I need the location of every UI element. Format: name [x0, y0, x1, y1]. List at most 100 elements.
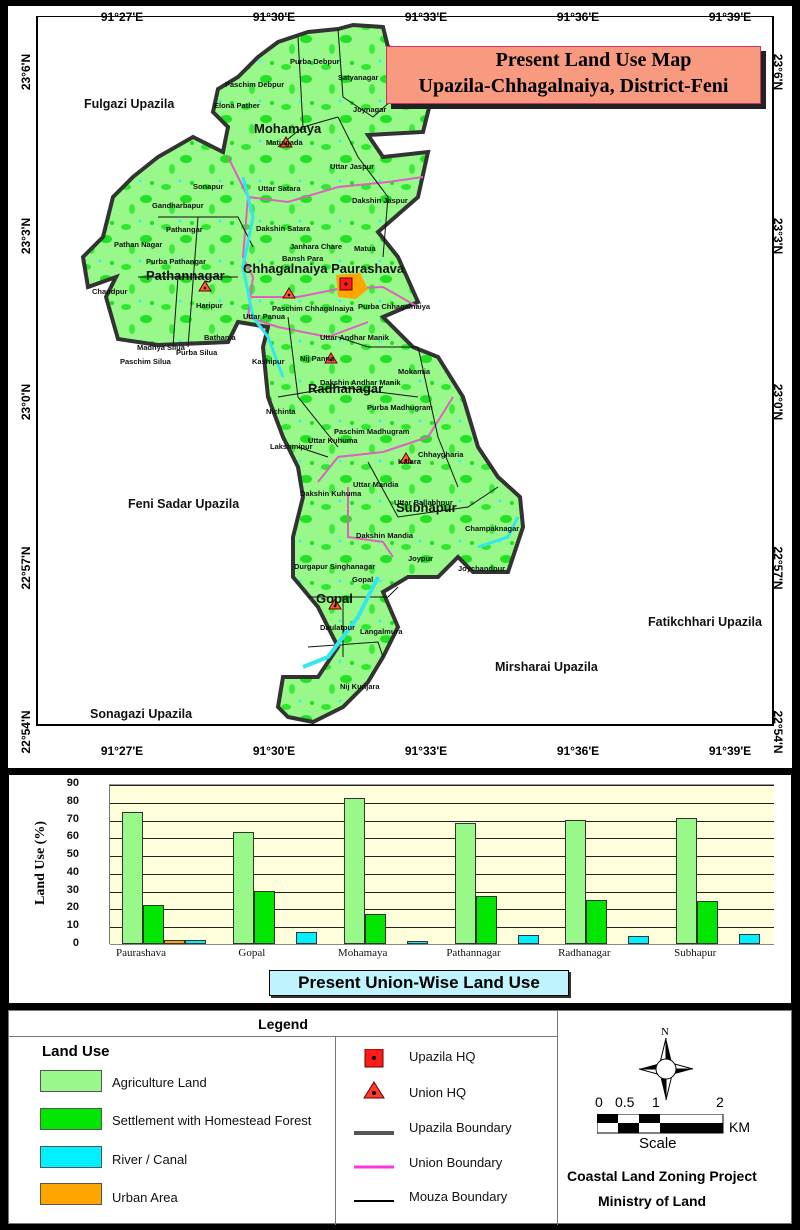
mouza-label: Matiagada	[266, 138, 303, 147]
mouza-label: Uttar Andhar Manik	[320, 333, 389, 342]
chart-title: Present Union-Wise Land Use	[269, 970, 569, 996]
mouza-label: Bansh Para	[282, 254, 324, 263]
lon-label-bottom: 91°30'E	[252, 744, 296, 758]
mouza-label: Joychandpur	[458, 564, 506, 573]
mouza-label: Purba Madhugram	[367, 403, 433, 412]
mouza-label: Joynagar	[353, 105, 387, 114]
lon-label-bottom: 91°27'E	[100, 744, 144, 758]
chart-gridline	[110, 873, 774, 875]
legend-label-settlement: Settlement with Homestead Forest	[112, 1113, 312, 1128]
mouza-label: Purba Chhagalnaiya	[358, 302, 431, 311]
mouza-label: Uttar Jaspur	[330, 162, 375, 171]
credit-ministry: Ministry of Land	[598, 1193, 707, 1209]
union-hq-markers	[198, 136, 413, 610]
mouza-label: Sonapur	[193, 182, 224, 191]
swatch-river	[40, 1146, 102, 1168]
swatch-urban	[40, 1183, 102, 1205]
north-label: N	[661, 1026, 669, 1038]
lon-label-bottom: 91°36'E	[556, 744, 600, 758]
map-panel: Purba Debpur Satyanagar Paschim Debpur E…	[8, 6, 792, 768]
chart-bar	[295, 931, 317, 944]
union-label-paurashava: Chhagalnaiya Paurashava	[243, 261, 405, 276]
mouza-label: Uttar Panua	[243, 312, 286, 321]
union-label-mohamaya: Mohamaya	[254, 121, 322, 136]
mouza-label: Uttar Satara	[258, 184, 301, 193]
map-frame: Purba Debpur Satyanagar Paschim Debpur E…	[36, 16, 774, 726]
lat-label-left: 23°3'N	[19, 217, 33, 255]
union-label-pathannagar: Pathannagar	[146, 268, 225, 283]
chart-y-tick: 80	[66, 794, 79, 807]
lat-label-left: 22°57'N	[19, 546, 33, 590]
neighbour-sonagazi: Sonagazi Upazila	[90, 707, 193, 721]
neighbour-fatikchhari: Fatikchhari Upazila	[648, 615, 762, 629]
chart-bar	[739, 934, 761, 944]
land-use-title: Land Use	[42, 1043, 110, 1060]
chart-bar	[565, 819, 587, 944]
chart-bar	[475, 896, 497, 944]
mouza-label: Pathan Nagar	[114, 240, 163, 249]
mouza-label: Durgapur Singhanagar	[294, 562, 376, 571]
scale-tick: 1	[652, 1094, 660, 1110]
mouza-label: Langalmura	[360, 627, 403, 636]
chart-gridline	[110, 838, 774, 840]
map-title-box: Present Land Use Map Upazila-Chhagalnaiy…	[386, 46, 761, 104]
lon-label-bottom: 91°33'E	[404, 744, 448, 758]
mouza-label: Paschim Chhagalnaiya	[272, 304, 354, 313]
neighbour-feni-sadar: Feni Sadar Upazila	[128, 497, 240, 511]
mouza-label: Purba Silua	[176, 348, 218, 357]
mouza-label: Bathania	[204, 333, 236, 342]
chart-bar	[676, 817, 698, 944]
mouza-label: Pathangar	[166, 225, 203, 234]
lat-label-left: 22°54'N	[19, 710, 33, 754]
chart-category-label: Paurashava	[115, 947, 167, 959]
chart-bar	[185, 940, 206, 944]
chart-y-tick: 10	[66, 919, 79, 932]
chart-category-label: Subhapur	[674, 947, 717, 959]
mouza-label: Mokamia	[398, 367, 431, 376]
mouza-label: Nij Kunjara	[340, 682, 380, 691]
legend-label-union-boundary: Union Boundary	[409, 1155, 503, 1170]
mouza-label: Matua	[354, 244, 376, 253]
mouza-label: Madhya Silua	[137, 343, 185, 352]
legend-header: Legend	[9, 1011, 557, 1037]
chart-bar	[628, 936, 650, 944]
chart-bar	[122, 812, 143, 944]
legend-label-union-hq: Union HQ	[409, 1085, 467, 1100]
chart-y-tick: 20	[66, 901, 79, 914]
chart-plot-area	[109, 784, 774, 945]
chart-category-label: Mohamaya	[337, 947, 388, 959]
chart-y-tick: 50	[66, 848, 79, 861]
union-label-gopal: Gopal	[316, 591, 353, 606]
mouza-label: Dakshin Jaspur	[352, 196, 408, 205]
lon-label-top: 91°27'E	[100, 10, 144, 24]
legend-label-mouza-boundary: Mouza Boundary	[409, 1189, 508, 1204]
chart-gridline	[110, 785, 774, 786]
chart-bar	[164, 940, 185, 944]
chart-bar	[343, 798, 365, 944]
neighbour-mirsharai: Mirsharai Upazila	[495, 660, 598, 674]
mouza-label: Purba Debpur	[290, 57, 340, 66]
chart-bar	[454, 823, 476, 944]
chart-category-label: Pathannagar	[446, 947, 501, 959]
mouza-label: Paschim Silua	[120, 357, 171, 366]
chart-y-tick: 90	[66, 777, 79, 789]
mouza-label: Paschim Debpur	[225, 80, 285, 89]
chart-x-axis	[110, 944, 774, 945]
upazila-map-shape	[80, 22, 526, 725]
upazila-boundary	[80, 22, 526, 725]
legend-symbols	[354, 1049, 394, 1202]
legend-label-urban: Urban Area	[112, 1190, 178, 1205]
chart-bar	[517, 935, 539, 944]
lat-label-left: 23°6'N	[19, 53, 33, 91]
mouza-label: Dakshin Satara	[256, 224, 311, 233]
swatch-settlement	[40, 1108, 102, 1130]
mouza-label: Kalara	[398, 457, 421, 466]
chart-gridline	[110, 856, 774, 858]
union-hq-icon	[363, 1081, 385, 1099]
mouza-label: Nichinta	[266, 407, 296, 416]
mouza-label: Uttar Ballabhpur	[394, 498, 453, 507]
lon-label-bottom: 91°39'E	[708, 744, 752, 758]
chart-gridline	[110, 909, 774, 911]
upazila-hq-icon	[364, 1049, 384, 1068]
mouza-label: Chhaygharia	[418, 450, 464, 459]
